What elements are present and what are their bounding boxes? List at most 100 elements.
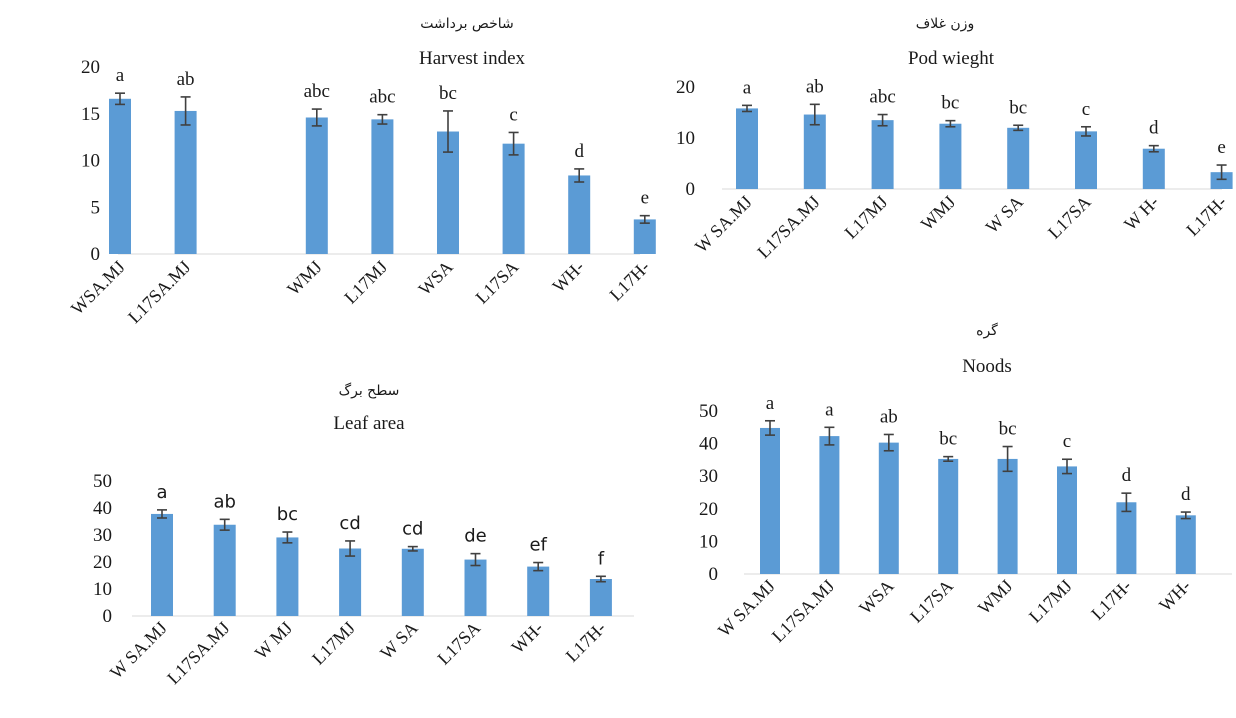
bar-series: a ab abc abc bc c d e <box>109 65 656 255</box>
x-tick-label: WSA <box>855 576 897 618</box>
significance-letter: ef <box>529 535 547 556</box>
y-axis: 0 10 20 30 40 50 <box>699 401 718 585</box>
bar <box>527 566 550 616</box>
significance-letter: bc <box>439 83 457 104</box>
x-tick-label: WH- <box>1155 576 1195 616</box>
significance-letter: bc <box>999 419 1017 440</box>
significance-letter: bc <box>277 504 298 525</box>
x-tick-label: L17MJ <box>340 257 391 308</box>
bar <box>502 143 525 254</box>
bar <box>1210 172 1233 189</box>
x-tick-label: WSA.MJ <box>67 257 129 319</box>
x-tick-label: L17SA <box>472 257 523 308</box>
bar <box>174 110 197 254</box>
chart-title-fa: وزن غلاف <box>916 16 974 32</box>
x-tick-label: L17SA.MJ <box>124 257 194 327</box>
y-tick-label: 20 <box>93 552 112 573</box>
x-tick-label: L17SA.MJ <box>753 192 823 262</box>
bar-series: a ab abc bc bc c d e <box>722 76 1233 190</box>
significance-letter: c <box>1063 431 1071 452</box>
bar <box>1175 515 1196 574</box>
bar <box>464 559 487 616</box>
significance-letter: bc <box>939 429 957 450</box>
y-tick-label: 50 <box>93 471 112 492</box>
x-tick-label: L17H- <box>562 618 610 666</box>
x-tick-label: WMJ <box>283 257 325 299</box>
bar <box>213 524 236 616</box>
x-tick-label: L17MJ <box>308 618 359 669</box>
bar <box>109 98 131 254</box>
significance-letter: bc <box>941 93 959 114</box>
significance-letter: d <box>1149 118 1159 139</box>
bar <box>939 123 962 189</box>
x-tick-label: L17MJ <box>841 192 892 243</box>
bar <box>736 108 758 189</box>
x-tick-label: WSA <box>414 257 456 299</box>
bar <box>1007 127 1030 189</box>
y-tick-label: 20 <box>676 77 695 98</box>
bar <box>1142 148 1165 189</box>
y-tick-label: 0 <box>103 606 113 627</box>
significance-letter: c <box>1082 99 1090 120</box>
y-tick-label: 10 <box>676 128 695 149</box>
bar <box>568 175 591 254</box>
x-tick-label: L17MJ <box>1025 576 1076 627</box>
y-tick-label: 10 <box>93 579 112 600</box>
bar <box>589 579 612 616</box>
y-tick-label: 15 <box>81 104 100 125</box>
significance-letter: a <box>116 65 125 86</box>
y-tick-label: 0 <box>686 179 696 200</box>
significance-letter: cd <box>402 519 423 540</box>
bar <box>276 537 299 616</box>
bar <box>305 117 328 255</box>
bar <box>997 458 1018 574</box>
bar <box>878 442 899 574</box>
y-tick-label: 50 <box>699 401 718 422</box>
x-tick-label: L17SA <box>433 618 484 669</box>
x-tick-label: W SA.MJ <box>106 618 171 683</box>
x-tick-label: L17H- <box>606 257 654 305</box>
significance-letter: a <box>743 77 752 98</box>
y-axis: 0 10 20 <box>676 77 695 200</box>
bar <box>1075 131 1097 189</box>
significance-letter: cd <box>339 513 360 534</box>
x-tick-label: WMJ <box>974 576 1016 618</box>
x-tick-label: WMJ <box>917 192 959 234</box>
significance-letter: ab <box>213 491 235 512</box>
y-axis: 0 5 10 15 20 <box>81 57 100 265</box>
y-tick-label: 30 <box>699 466 718 487</box>
bar <box>339 548 362 616</box>
bar <box>938 458 959 574</box>
significance-letter: de <box>464 526 487 547</box>
bar <box>819 436 840 574</box>
significance-letter: ab <box>806 76 824 97</box>
chart-title: Leaf area <box>333 413 405 434</box>
x-tick-label: W SA <box>376 618 421 663</box>
chart-title: Pod wieght <box>908 48 995 69</box>
bar-series: a a ab bc bc c d d <box>744 393 1232 575</box>
y-tick-label: 10 <box>81 151 100 172</box>
bar <box>633 219 656 254</box>
chart-leaf-area: سطح برگ Leaf area 0 10 20 30 40 50 a ab bc cd cd d… <box>93 381 634 688</box>
bar <box>1057 466 1077 574</box>
x-tick-label: L17SA <box>906 576 957 627</box>
chart-title: Noods <box>962 356 1012 377</box>
bar <box>437 131 459 254</box>
chart-title-fa: شاخص برداشت <box>420 16 513 32</box>
chart-title-fa: گره <box>976 322 998 339</box>
x-tick-label: L17H- <box>1182 192 1230 240</box>
y-tick-label: 20 <box>699 499 718 520</box>
significance-letter: e <box>1217 137 1225 158</box>
significance-letter: d <box>1122 465 1132 486</box>
significance-letter: ab <box>177 69 195 90</box>
significance-letter: d <box>574 141 584 162</box>
chart-title: Harvest index <box>419 48 526 69</box>
y-tick-label: 20 <box>81 57 100 78</box>
x-tick-label: W MJ <box>251 618 296 663</box>
